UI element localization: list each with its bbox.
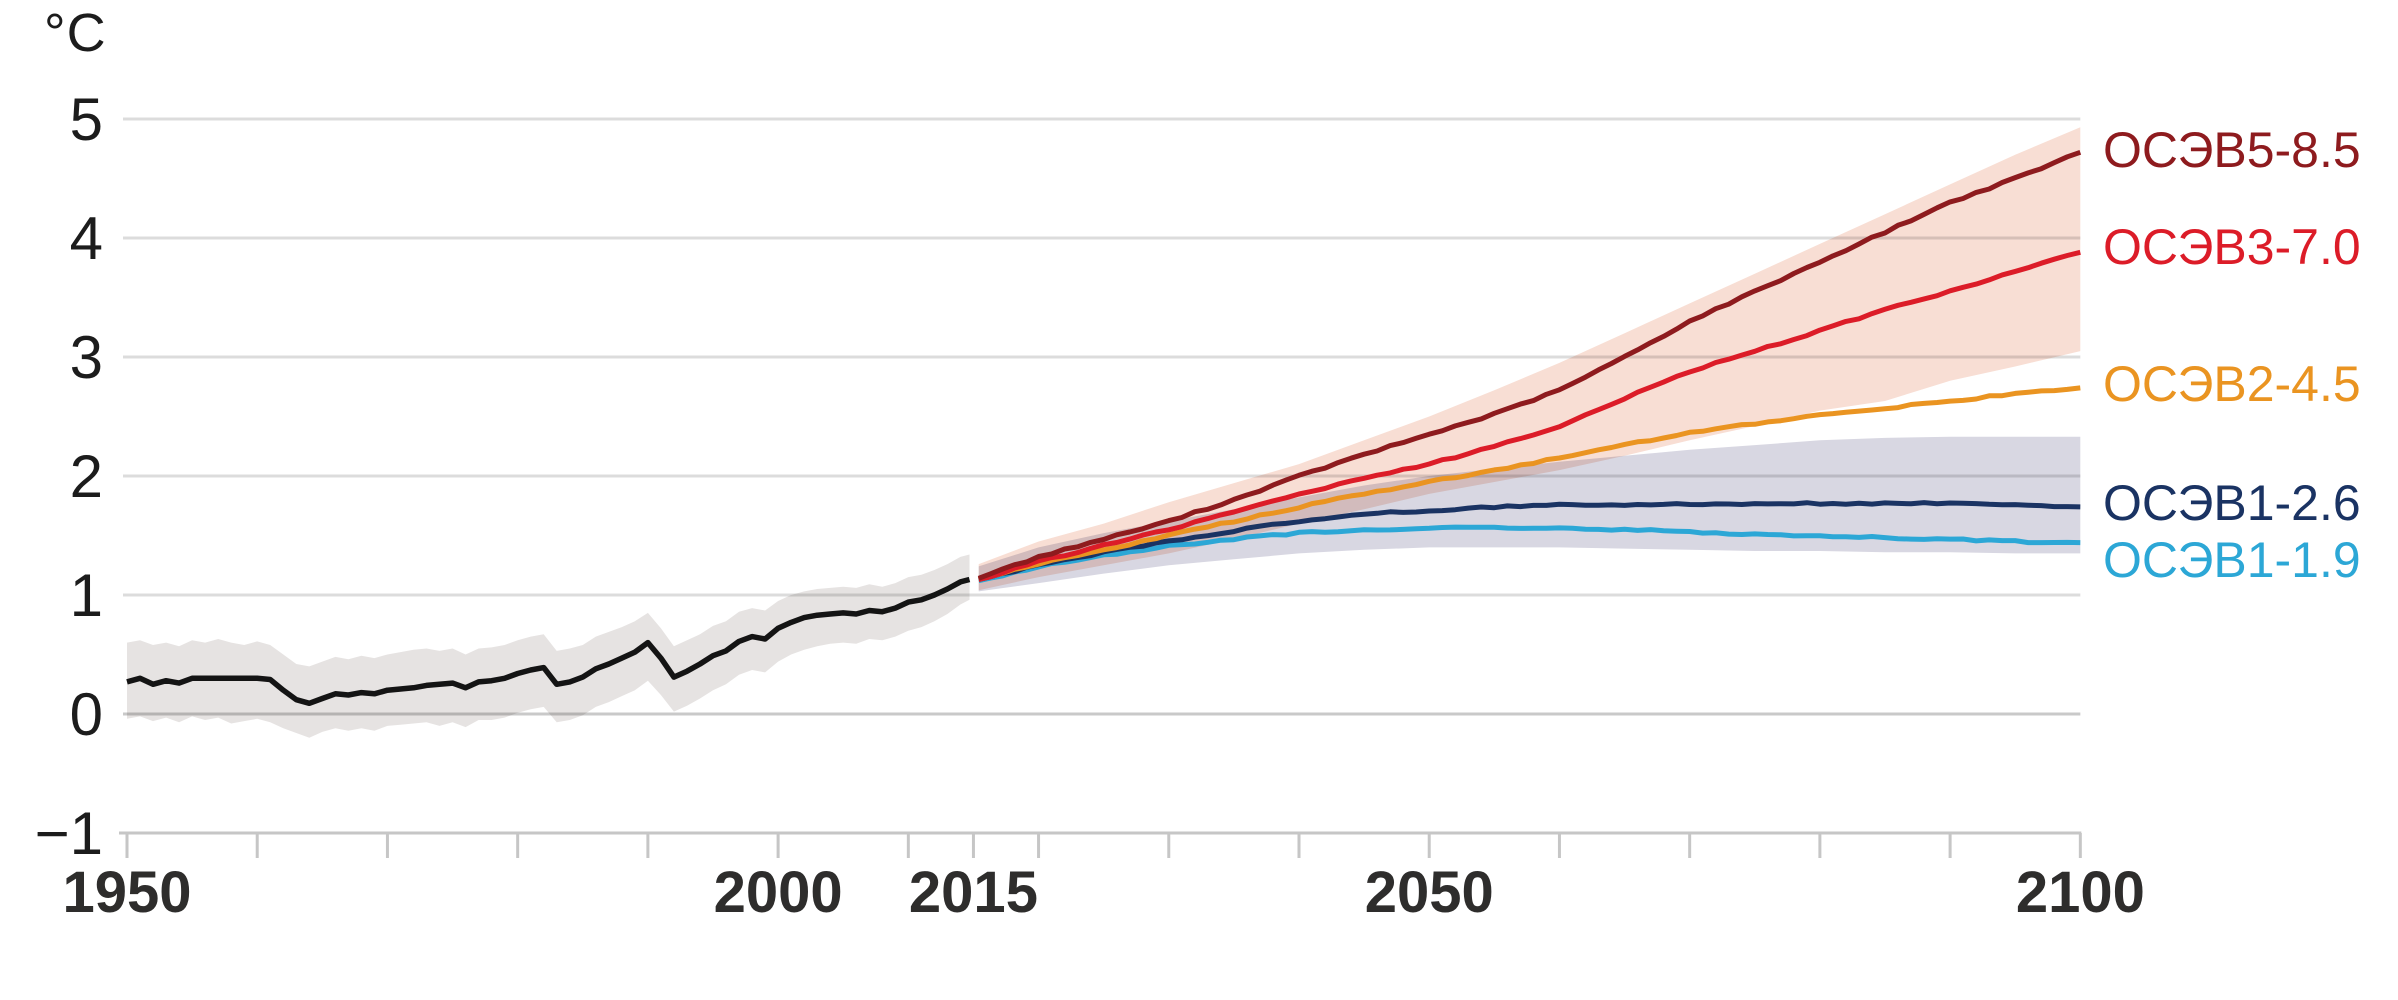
x-tick-label-2050: 2050 — [1365, 860, 1494, 925]
historical-uncertainty-band — [127, 554, 970, 738]
line-osev1-2-6 — [978, 500, 2081, 582]
historical-line — [126, 576, 971, 707]
y-axis-unit-label: °C — [44, 3, 107, 63]
x-tick-label-2100: 2100 — [2016, 860, 2145, 925]
series-label-osev3-7-0: ОСЭВ3-7.0 — [2103, 219, 2361, 276]
x-tick-label-1950: 1950 — [62, 860, 191, 925]
y-tick-label-3: 3 — [70, 324, 103, 391]
y-tick-label-1: 1 — [70, 562, 103, 629]
y-tick-label-5: 5 — [70, 86, 103, 153]
line-osev2-4-5 — [978, 385, 2081, 582]
y-tick-label-2: 2 — [70, 443, 103, 510]
band-osev1-2-6-range — [978, 436, 2081, 592]
line-osev1-1-9 — [978, 524, 2081, 584]
series-label-osev1-1-9: ОСЭВ1-1.9 — [2103, 531, 2361, 588]
y-tick-label-0: 0 — [70, 681, 103, 748]
series-label-osev1-2-6: ОСЭВ1-2.6 — [2103, 474, 2361, 531]
line-osev3-7-0 — [978, 249, 2081, 582]
x-tick-label-2000: 2000 — [714, 860, 843, 925]
series-label-osev5-8-5: ОСЭВ5-8.5 — [2103, 122, 2361, 179]
line-osev5-8-5 — [977, 149, 2082, 581]
series-label-osev2-4-5: ОСЭВ2-4.5 — [2103, 355, 2361, 412]
y-tick-label-4: 4 — [70, 205, 103, 272]
x-tick-label-2015: 2015 — [909, 860, 1038, 925]
y-tick-label--1: −1 — [35, 800, 103, 867]
